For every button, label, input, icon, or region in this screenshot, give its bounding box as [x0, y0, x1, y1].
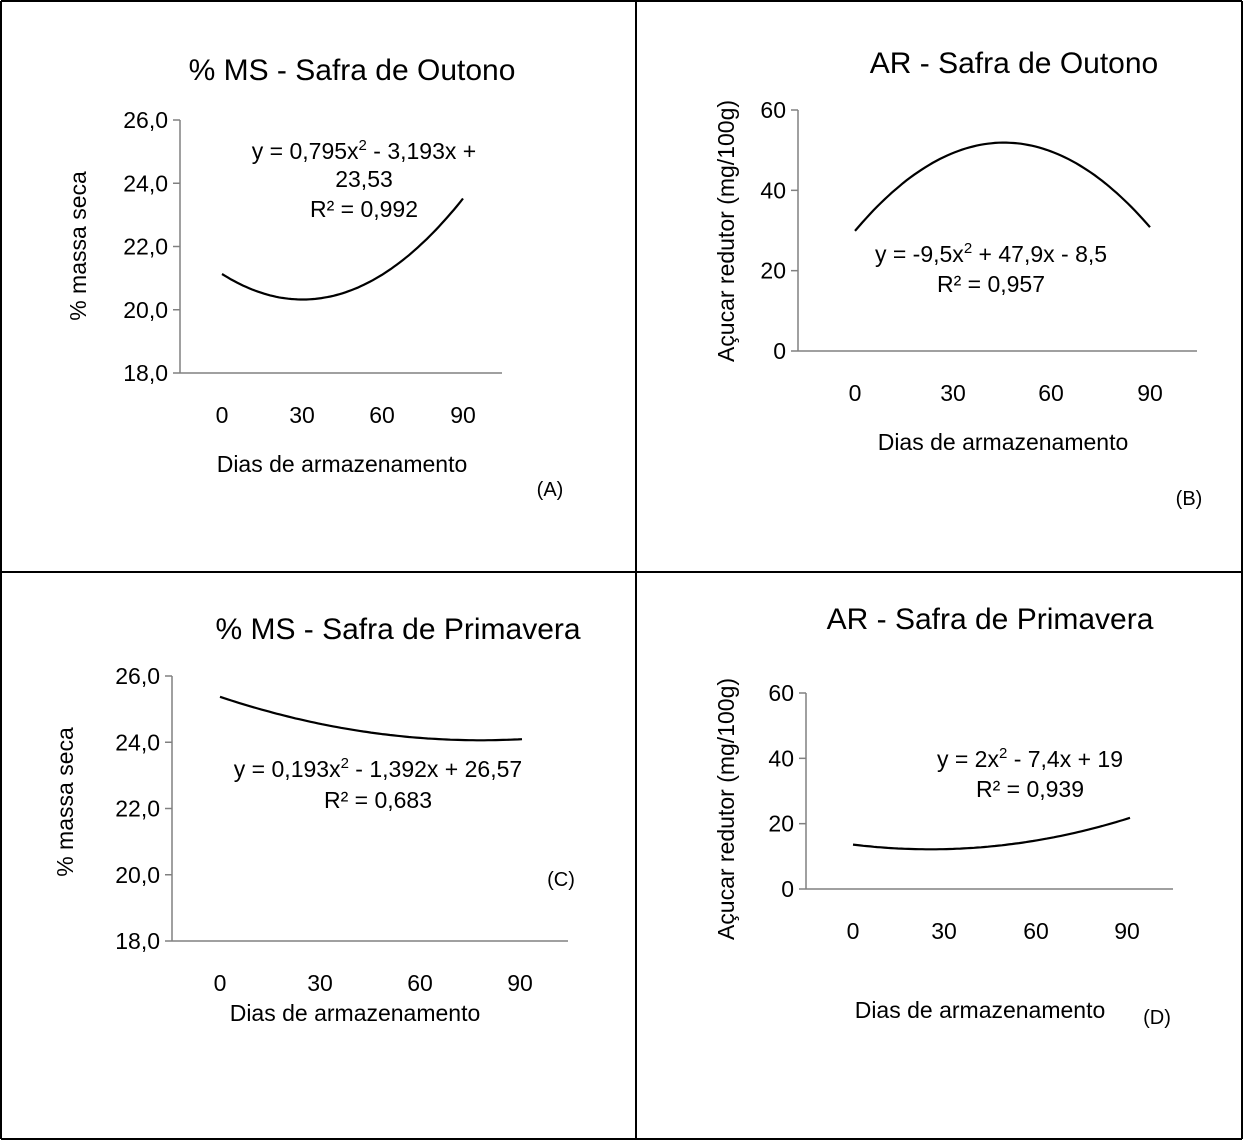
x-axis-label: Dias de armazenamento	[878, 429, 1129, 455]
y-tick-label: 60	[760, 97, 786, 123]
r-squared-text: R² = 0,957	[937, 271, 1045, 297]
x-tick-label: 60	[1023, 918, 1049, 944]
x-tick-label: 60	[369, 402, 395, 428]
equation-text: y = 2x2 - 7,4x + 19	[937, 745, 1123, 772]
y-tick-label: 0	[773, 338, 786, 364]
r-squared-text: R² = 0,683	[324, 787, 432, 813]
chart-title: AR - Safra de Primavera	[827, 603, 1154, 636]
x-tick-label: 30	[931, 918, 957, 944]
x-tick-label: 60	[407, 970, 433, 996]
y-tick-label: 24,0	[123, 170, 168, 196]
chart-title: AR - Safra de Outono	[870, 47, 1159, 80]
x-tick-label: 0	[216, 402, 229, 428]
y-tick-label: 26,0	[123, 107, 168, 133]
equation-text-line2: 23,53	[335, 166, 393, 192]
r-squared-text: R² = 0,992	[310, 196, 418, 222]
x-tick-label: 30	[307, 970, 333, 996]
x-tick-label: 30	[940, 380, 966, 406]
panel-label: (B)	[1176, 488, 1203, 510]
panel-label: (D)	[1143, 1007, 1171, 1029]
y-tick-label: 26,0	[115, 663, 160, 689]
x-tick-label: 0	[214, 970, 227, 996]
trendline-curve	[221, 197, 464, 301]
panel-label: (C)	[547, 869, 575, 891]
x-tick-label: 60	[1038, 380, 1064, 406]
r-squared-text: R² = 0,939	[976, 776, 1084, 802]
y-tick-label: 20,0	[115, 862, 160, 888]
x-tick-label: 0	[849, 380, 862, 406]
y-tick-label: 20	[760, 258, 786, 284]
y-tick-label: 24,0	[115, 729, 160, 755]
equation-text: y = 0,193x2 - 1,392x + 26,57	[234, 755, 522, 782]
equation-text: y = 0,795x2 - 3,193x +	[252, 137, 476, 164]
x-tick-label: 90	[507, 970, 533, 996]
y-axis-label: Açucar redutor (mg/100g)	[713, 100, 739, 362]
chart-panel-a: % MS - Safra de Outono 18,0 20,0 22,0 24,0 26…	[65, 54, 563, 501]
y-tick-label: 22,0	[115, 796, 160, 822]
x-tick-label: 30	[289, 402, 315, 428]
trendline-curve	[852, 816, 1131, 851]
y-axis-label: % massa seca	[65, 171, 91, 321]
y-tick-label: 40	[768, 745, 794, 771]
chart-title: % MS - Safra de Outono	[189, 54, 516, 87]
x-tick-label: 90	[1137, 380, 1163, 406]
y-axis-label: % massa seca	[52, 727, 78, 877]
chart-panel-d: AR - Safra de Primavera 0 20 40 60 0 30 60 90 Dia…	[713, 603, 1173, 1029]
trendline-curve	[854, 141, 1151, 232]
x-tick-label: 90	[450, 402, 476, 428]
y-tick-label: 20,0	[123, 297, 168, 323]
trendline-curve	[219, 695, 523, 742]
x-axis-label: Dias de armazenamento	[230, 1000, 481, 1026]
x-axis-label: Dias de armazenamento	[217, 451, 468, 477]
equation-text: y = -9,5x2 + 47,9x - 8,5	[875, 240, 1107, 267]
y-tick-label: 60	[768, 680, 794, 706]
x-axis-label: Dias de armazenamento	[855, 997, 1106, 1023]
y-axis-label: Açucar redutor (mg/100g)	[713, 678, 739, 940]
y-tick-label: 22,0	[123, 234, 168, 260]
x-tick-label: 90	[1114, 918, 1140, 944]
chart-panel-b: AR - Safra de Outono 0 20 40 60 0 30 60 90 Dias d…	[713, 47, 1202, 510]
y-tick-label: 40	[760, 177, 786, 203]
y-tick-label: 0	[781, 876, 794, 902]
chart-title: % MS - Safra de Primavera	[215, 613, 580, 646]
y-tick-label: 18,0	[123, 360, 168, 386]
chart-panel-c: % MS - Safra de Primavera 18,0 20,0 22,0 24,…	[52, 613, 581, 1026]
y-tick-label: 20	[768, 811, 794, 837]
y-tick-label: 18,0	[115, 928, 160, 954]
x-tick-label: 0	[847, 918, 860, 944]
panel-label: (A)	[537, 479, 564, 501]
